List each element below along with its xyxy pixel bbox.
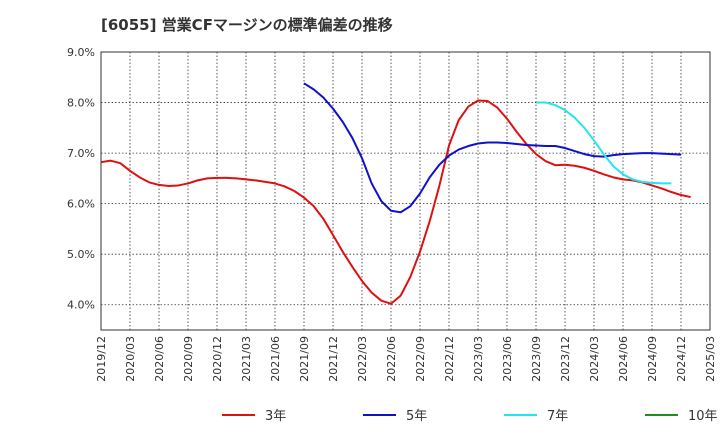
x-tick-label: 2021/06 [269, 336, 282, 382]
y-tick-label: 9.0% [67, 46, 95, 59]
x-tick-label: 2024/09 [646, 336, 659, 382]
y-tick-label: 5.0% [67, 248, 95, 261]
x-tick-label: 2024/12 [675, 336, 688, 382]
series-layer [100, 82, 691, 305]
x-tick-label: 2020/12 [211, 336, 224, 382]
chart-title: [6055] 営業CFマージンの標準偏差の推移 [101, 16, 393, 34]
x-tick-label: 2023/09 [530, 336, 543, 382]
plot-border [100, 51, 711, 331]
x-tick-label: 2021/09 [298, 336, 311, 382]
x-tick-label: 2023/06 [501, 336, 514, 382]
x-tick-label: 2024/03 [588, 336, 601, 382]
x-tick-label: 2022/09 [414, 336, 427, 382]
x-axis-ticks: 2019/12 2020/03 2020/06 2020/09 2020/12 2021/… [95, 336, 717, 382]
y-tick-label: 4.0% [67, 299, 95, 312]
legend-label: 5年 [406, 409, 427, 424]
x-tick-label: 2024/06 [617, 336, 630, 382]
legend-label: 10年 [688, 409, 718, 424]
legend: 3年 5年 7年 10年 [222, 409, 718, 424]
x-tick-label: 2021/03 [240, 336, 253, 382]
x-tick-label: 2023/12 [559, 336, 572, 382]
x-tick-label: 2025/03 [704, 336, 717, 382]
x-tick-label: 2022/12 [443, 336, 456, 382]
y-tick-label: 7.0% [67, 147, 95, 160]
y-tick-label: 8.0% [67, 97, 95, 110]
x-tick-label: 2022/03 [356, 336, 369, 382]
series-line-5年 [303, 82, 682, 214]
series-line-3年 [100, 99, 691, 305]
x-tick-label: 2020/09 [182, 336, 195, 382]
x-tick-label: 2022/06 [385, 336, 398, 382]
x-tick-label: 2019/12 [95, 336, 108, 382]
x-tick-label: 2023/03 [472, 336, 485, 382]
legend-label: 7年 [547, 409, 568, 424]
x-tick-label: 2020/03 [124, 336, 137, 382]
x-tick-label: 2021/12 [327, 336, 340, 382]
x-tick-label: 2020/06 [153, 336, 166, 382]
legend-label: 3年 [265, 409, 286, 424]
y-axis-ticks: 4.0% 5.0% 6.0% 7.0% 8.0% 9.0% [67, 46, 95, 312]
y-tick-label: 6.0% [67, 198, 95, 211]
grid [100, 51, 711, 330]
series-line-7年 [536, 101, 672, 185]
